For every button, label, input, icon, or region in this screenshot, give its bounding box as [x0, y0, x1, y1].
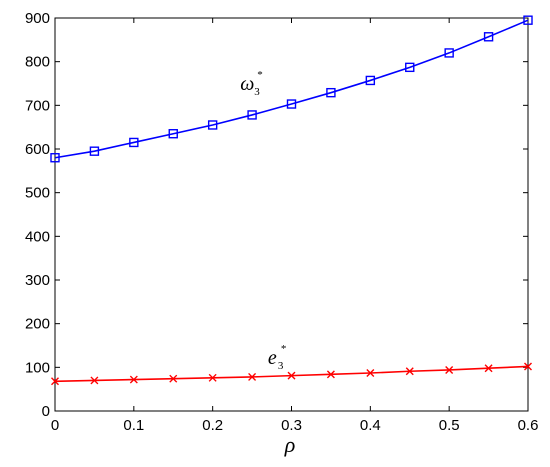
marker-stroke	[287, 371, 296, 380]
annotation-superscript: *	[257, 69, 263, 81]
series-1-marker	[287, 371, 296, 380]
y-tick-label: 500	[25, 185, 50, 202]
series-1-marker	[129, 375, 138, 384]
annotation-superscript: *	[281, 343, 287, 355]
series-0-marker	[50, 153, 60, 163]
y-tick-label: 300	[25, 272, 50, 289]
series-0-marker	[168, 129, 178, 139]
marker-stroke	[90, 376, 99, 385]
x-tick-label: 0	[51, 417, 59, 434]
marker-stroke	[248, 372, 257, 381]
marker-stroke	[445, 365, 454, 374]
annotation-symbol: e	[268, 347, 277, 369]
plot-area	[54, 17, 529, 412]
y-tick-label: 900	[25, 10, 50, 27]
marker-stroke	[524, 362, 532, 371]
x-tick-label: 0.6	[518, 417, 539, 434]
x-axis-label: ρ	[284, 432, 296, 457]
x-tick-label: 0.3	[281, 417, 302, 434]
series-annotation: ω 3 *	[240, 69, 263, 98]
series-1-marker	[51, 377, 59, 386]
series-1-marker	[484, 364, 493, 373]
series-0-marker	[129, 137, 139, 148]
marker-stroke	[208, 373, 217, 382]
series-0-marker	[405, 62, 415, 73]
series-0-marker	[286, 99, 297, 109]
y-tick-label: 200	[25, 316, 50, 333]
series-1-marker	[90, 376, 99, 385]
x-tick-label: 0.1	[123, 417, 144, 434]
series-1-marker	[208, 373, 217, 382]
marker-stroke	[366, 369, 375, 378]
series-layer	[50, 15, 533, 386]
series-0-marker	[207, 120, 218, 130]
marker-stroke	[129, 375, 138, 384]
series-0-marker	[523, 15, 533, 25]
marker-stroke	[169, 374, 178, 383]
series-1-marker	[445, 365, 454, 374]
x-tick-label: 0.2	[202, 417, 223, 434]
annotation-subscript: 3	[254, 86, 260, 98]
marker-stroke	[484, 364, 493, 373]
annotation-symbol: ω	[240, 73, 254, 95]
y-tick-label: 0	[42, 403, 50, 420]
marker-stroke	[326, 370, 335, 379]
series-1-marker	[524, 362, 532, 371]
series-0-marker	[247, 110, 257, 120]
y-tick-label: 400	[25, 228, 50, 245]
series-1-marker	[248, 372, 257, 381]
y-tick-label: 800	[25, 54, 50, 71]
marker-stroke	[51, 377, 59, 386]
marker-stroke	[405, 367, 414, 376]
x-tick-label: 0.5	[439, 417, 460, 434]
series-1-marker	[169, 374, 178, 383]
series-0-marker	[326, 87, 336, 98]
series-1-marker	[405, 367, 414, 376]
annotation-subscript: 3	[278, 360, 284, 372]
series-0-marker	[444, 48, 454, 58]
series-0-marker	[365, 75, 376, 86]
x-tick-label: 0.4	[360, 417, 381, 434]
y-tick-label: 700	[25, 97, 50, 114]
annotation-layer: ω 3*e 3*	[240, 69, 286, 372]
series-0-marker	[89, 146, 100, 156]
series-0-line	[54, 19, 529, 159]
series-0-marker	[483, 32, 494, 42]
series-1-marker	[326, 370, 335, 379]
series-annotation: e 3 *	[268, 343, 287, 372]
axis-ticks: 0 0.1 0.2 0.3 0.4 0.5 0.6 0 100 200 300 400 500 600 70…	[25, 10, 538, 434]
y-tick-label: 100	[25, 359, 50, 376]
y-tick-label: 600	[25, 141, 50, 158]
series-1-marker	[366, 369, 375, 378]
